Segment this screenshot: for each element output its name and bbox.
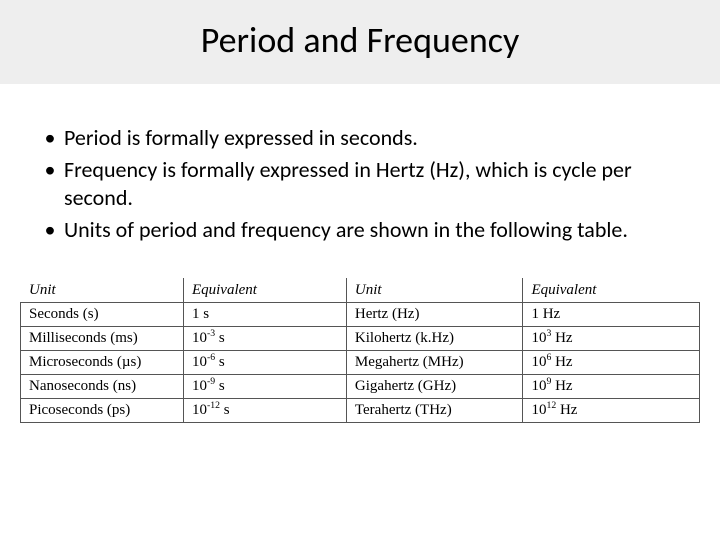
bullet-text: Units of period and frequency are shown … <box>64 216 684 244</box>
cell-equiv-left: 10-12 s <box>183 399 346 423</box>
eq-exp: -6 <box>207 352 215 363</box>
eq-base: 10 <box>531 378 546 394</box>
units-table: Unit Equivalent Unit Equivalent Seconds … <box>20 278 700 423</box>
col-header-unit-left: Unit <box>21 279 184 303</box>
table-row: Milliseconds (ms) 10-3 s Kilohertz (k.Hz… <box>21 327 700 351</box>
eq-suffix: s <box>215 354 225 370</box>
eq-suffix: Hz <box>551 354 572 370</box>
eq-exp: -9 <box>207 376 215 387</box>
table-row: Microseconds (µs) 10-6 s Megahertz (MHz)… <box>21 351 700 375</box>
eq-base: 10 <box>192 402 207 418</box>
cell-equiv-right: 109 Hz <box>523 375 700 399</box>
col-header-equiv-right: Equivalent <box>523 279 700 303</box>
page-title: Period and Frequency <box>0 18 720 62</box>
col-header-unit-right: Unit <box>346 279 523 303</box>
list-item: • Units of period and frequency are show… <box>36 216 684 244</box>
eq-suffix: Hz <box>551 330 572 346</box>
eq-base: 10 <box>192 354 207 370</box>
eq-suffix: s <box>199 306 209 322</box>
cell-equiv-left: 1 s <box>183 303 346 327</box>
eq-suffix: Hz <box>539 306 560 322</box>
table-row: Seconds (s) 1 s Hertz (Hz) 1 Hz <box>21 303 700 327</box>
eq-exp: 12 <box>546 400 556 411</box>
col-header-equiv-left: Equivalent <box>183 279 346 303</box>
eq-suffix: s <box>215 378 225 394</box>
bullet-marker: • <box>36 124 64 152</box>
cell-unit-left: Seconds (s) <box>21 303 184 327</box>
cell-unit-right: Gigahertz (GHz) <box>346 375 523 399</box>
cell-unit-right: Kilohertz (k.Hz) <box>346 327 523 351</box>
eq-base: 10 <box>531 330 546 346</box>
cell-unit-right: Megahertz (MHz) <box>346 351 523 375</box>
units-table-wrap: Unit Equivalent Unit Equivalent Seconds … <box>0 268 720 423</box>
eq-suffix: Hz <box>556 402 577 418</box>
eq-base: 10 <box>531 354 546 370</box>
eq-base: 10 <box>192 378 207 394</box>
eq-exp: -12 <box>207 400 220 411</box>
cell-equiv-right: 1 Hz <box>523 303 700 327</box>
cell-equiv-right: 1012 Hz <box>523 399 700 423</box>
eq-suffix: s <box>215 330 225 346</box>
cell-unit-left: Microseconds (µs) <box>21 351 184 375</box>
list-item: • Frequency is formally expressed in Her… <box>36 156 684 212</box>
bullet-marker: • <box>36 216 64 244</box>
cell-equiv-right: 106 Hz <box>523 351 700 375</box>
eq-suffix: s <box>220 402 230 418</box>
cell-unit-left: Picoseconds (ps) <box>21 399 184 423</box>
eq-exp: -3 <box>207 328 215 339</box>
eq-base: 10 <box>531 402 546 418</box>
cell-equiv-left: 10-9 s <box>183 375 346 399</box>
table-row: Nanoseconds (ns) 10-9 s Gigahertz (GHz) … <box>21 375 700 399</box>
cell-unit-right: Hertz (Hz) <box>346 303 523 327</box>
bullet-marker: • <box>36 156 64 184</box>
cell-equiv-left: 10-3 s <box>183 327 346 351</box>
list-item: • Period is formally expressed in second… <box>36 124 684 152</box>
bullet-text: Frequency is formally expressed in Hertz… <box>64 156 684 212</box>
bullet-list: • Period is formally expressed in second… <box>0 84 720 268</box>
title-band: Period and Frequency <box>0 0 720 84</box>
table-header-row: Unit Equivalent Unit Equivalent <box>21 279 700 303</box>
eq-base: 1 <box>531 306 539 322</box>
eq-base: 10 <box>192 330 207 346</box>
table-row: Picoseconds (ps) 10-12 s Terahertz (THz)… <box>21 399 700 423</box>
cell-equiv-right: 103 Hz <box>523 327 700 351</box>
bullet-text: Period is formally expressed in seconds. <box>64 124 684 152</box>
cell-equiv-left: 10-6 s <box>183 351 346 375</box>
cell-unit-left: Milliseconds (ms) <box>21 327 184 351</box>
eq-suffix: Hz <box>551 378 572 394</box>
cell-unit-right: Terahertz (THz) <box>346 399 523 423</box>
cell-unit-left: Nanoseconds (ns) <box>21 375 184 399</box>
